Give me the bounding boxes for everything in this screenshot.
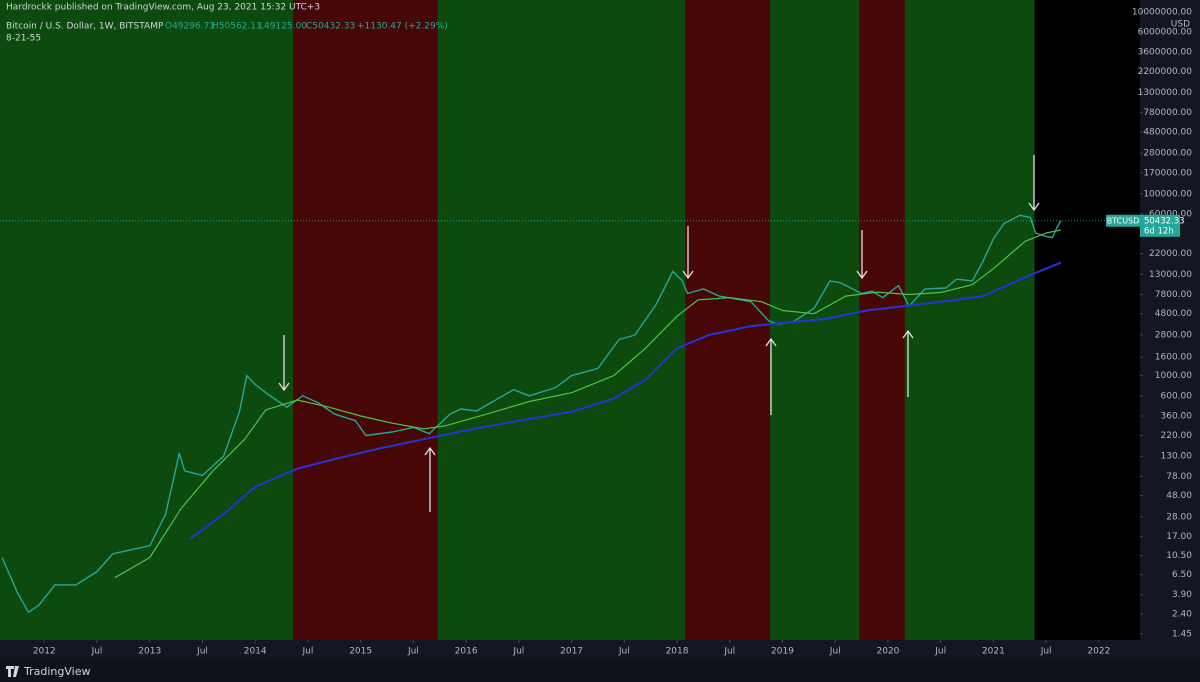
arrow-up bbox=[902, 329, 914, 397]
y-tick-label: 7800.00 bbox=[1155, 290, 1192, 300]
y-tick-label: 3600000.00 bbox=[1138, 48, 1193, 58]
background-band bbox=[904, 0, 1035, 640]
symbol-tag-label: BTCUSD bbox=[1107, 216, 1140, 225]
y-tick-label: 130.00 bbox=[1161, 452, 1193, 462]
y-tick-label: 3.90 bbox=[1172, 590, 1192, 600]
axis-unit: USD bbox=[1171, 20, 1190, 30]
y-tick-label: 6.50 bbox=[1172, 570, 1192, 580]
footer bbox=[0, 660, 1200, 682]
ohlc-change: +1130.47 (+2.29%) bbox=[357, 22, 448, 32]
ohlc-close: C50432.33 bbox=[306, 22, 355, 32]
symbol-tag bbox=[1106, 214, 1140, 227]
y-tick-label: 170000.00 bbox=[1143, 168, 1192, 178]
y-tick-label: 60000.00 bbox=[1149, 209, 1192, 219]
y-tick-label: 1600.00 bbox=[1155, 353, 1192, 363]
time-axis bbox=[0, 640, 1140, 660]
y-tick-label: 13000.00 bbox=[1149, 270, 1192, 280]
background-band bbox=[1034, 0, 1140, 640]
x-tick-label: 2018 bbox=[666, 647, 689, 657]
y-tick-label: 28.00 bbox=[1166, 512, 1192, 522]
publisher: Hardrockk published on TradingView.com, … bbox=[6, 3, 320, 13]
y-tick-label: 220.00 bbox=[1161, 431, 1193, 441]
price-axis bbox=[1140, 0, 1200, 660]
x-tick-label: Jul bbox=[829, 647, 841, 657]
y-tick-label: 1000.00 bbox=[1155, 371, 1192, 381]
x-tick-label: Jul bbox=[407, 647, 419, 657]
y-tick-label: 2800.00 bbox=[1155, 330, 1192, 340]
x-tick-label: Jul bbox=[1040, 647, 1052, 657]
countdown-label: 6d 12h bbox=[1144, 226, 1174, 236]
y-tick-label: 48.00 bbox=[1166, 491, 1192, 501]
x-tick-label: 2019 bbox=[771, 647, 794, 657]
arrow-down bbox=[682, 226, 694, 280]
y-tick-label: 1300000.00 bbox=[1138, 88, 1193, 98]
y-tick-label: 100000.00 bbox=[1143, 189, 1192, 199]
y-tick-label: 4800.00 bbox=[1155, 309, 1192, 319]
y-tick-label: 2.40 bbox=[1172, 609, 1192, 619]
background-band bbox=[0, 0, 294, 640]
background-band bbox=[437, 0, 686, 640]
x-tick-label: Jul bbox=[512, 647, 524, 657]
x-tick-label: 2016 bbox=[455, 647, 478, 657]
x-tick-label: Jul bbox=[618, 647, 630, 657]
price-line bbox=[114, 229, 1062, 579]
arrow-up bbox=[424, 446, 436, 512]
x-tick-label: 2014 bbox=[244, 647, 267, 657]
x-tick-label: 2021 bbox=[982, 647, 1005, 657]
y-tick-label: 10.50 bbox=[1166, 551, 1192, 561]
x-tick-label: 2015 bbox=[349, 647, 372, 657]
price-tag-label: 50432.33 bbox=[1144, 216, 1185, 226]
x-tick-label: Jul bbox=[934, 647, 946, 657]
x-tick-label: 2013 bbox=[138, 647, 161, 657]
logo bbox=[6, 666, 19, 677]
arrow-down bbox=[278, 335, 290, 392]
arrow-down bbox=[856, 230, 868, 280]
price-line bbox=[1, 214, 1062, 613]
price-tag bbox=[1140, 214, 1180, 237]
ohlc-high: H50562.11 bbox=[212, 22, 262, 32]
y-tick-label: 280000.00 bbox=[1143, 149, 1192, 159]
price-line bbox=[189, 261, 1062, 540]
y-tick-label: 10000000.00 bbox=[1132, 7, 1192, 17]
y-tick-label: 78.00 bbox=[1166, 472, 1192, 482]
x-tick-label: Jul bbox=[723, 647, 735, 657]
x-tick-label: 2022 bbox=[1087, 647, 1110, 657]
x-tick-label: 2017 bbox=[560, 647, 583, 657]
y-tick-label: 6000000.00 bbox=[1138, 28, 1193, 38]
ohlc-open: O49296.71 bbox=[165, 22, 215, 32]
background-band bbox=[293, 0, 438, 640]
annotation-arrows bbox=[278, 155, 1040, 512]
x-tick-label: 2012 bbox=[33, 647, 56, 657]
y-tick-label: 780000.00 bbox=[1143, 108, 1192, 118]
background-band bbox=[685, 0, 770, 640]
ohlc-low: L49125.00 bbox=[259, 22, 307, 32]
x-tick-label: 2020 bbox=[877, 647, 900, 657]
brand: TradingView bbox=[23, 665, 90, 678]
y-tick-label: 2200000.00 bbox=[1138, 67, 1193, 77]
x-tick-label: Jul bbox=[196, 647, 208, 657]
symbol: Bitcoin / U.S. Dollar, 1W, BITSTAMP bbox=[6, 22, 164, 32]
arrow-down bbox=[1028, 155, 1040, 212]
indicator: 8-21-55 bbox=[6, 34, 41, 44]
y-tick-label: 1.45 bbox=[1172, 629, 1192, 639]
y-tick-label: 480000.00 bbox=[1143, 127, 1192, 137]
y-tick-label: 17.00 bbox=[1166, 532, 1192, 542]
y-tick-label: 600.00 bbox=[1161, 391, 1193, 401]
background-band bbox=[859, 0, 905, 640]
y-tick-label: 360.00 bbox=[1161, 412, 1193, 422]
x-tick-label: Jul bbox=[302, 647, 314, 657]
arrow-up bbox=[765, 337, 777, 415]
y-tick-label: 22000.00 bbox=[1149, 249, 1192, 259]
x-tick-label: Jul bbox=[91, 647, 103, 657]
